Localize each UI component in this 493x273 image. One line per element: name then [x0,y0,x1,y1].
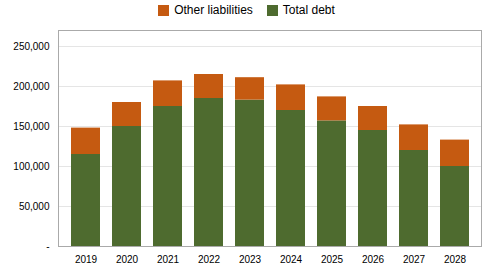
html-text:Total debt: Total debt [282,3,335,17]
svg-text:200,000: 200,000 [13,81,50,92]
svg-text:2026: 2026 [362,254,385,265]
svg-text:2027: 2027 [403,254,426,265]
svg-text:150,000: 150,000 [13,121,50,132]
svg-text:2028: 2028 [444,254,467,265]
svg-text:2025: 2025 [321,254,344,265]
svg-text:2022: 2022 [198,254,221,265]
svg-text:-: - [46,241,49,252]
svg-text:2020: 2020 [116,254,139,265]
svg-text:50,000: 50,000 [19,201,50,212]
svg-text:100,000: 100,000 [13,161,50,172]
svg-text:2019: 2019 [75,254,98,265]
svg-text:2021: 2021 [157,254,180,265]
svg-text:2024: 2024 [280,254,303,265]
html-text:Other liabilities: Other liabilities [174,3,253,17]
svg-text:250,000: 250,000 [13,41,50,52]
svg-text:2023: 2023 [239,254,262,265]
